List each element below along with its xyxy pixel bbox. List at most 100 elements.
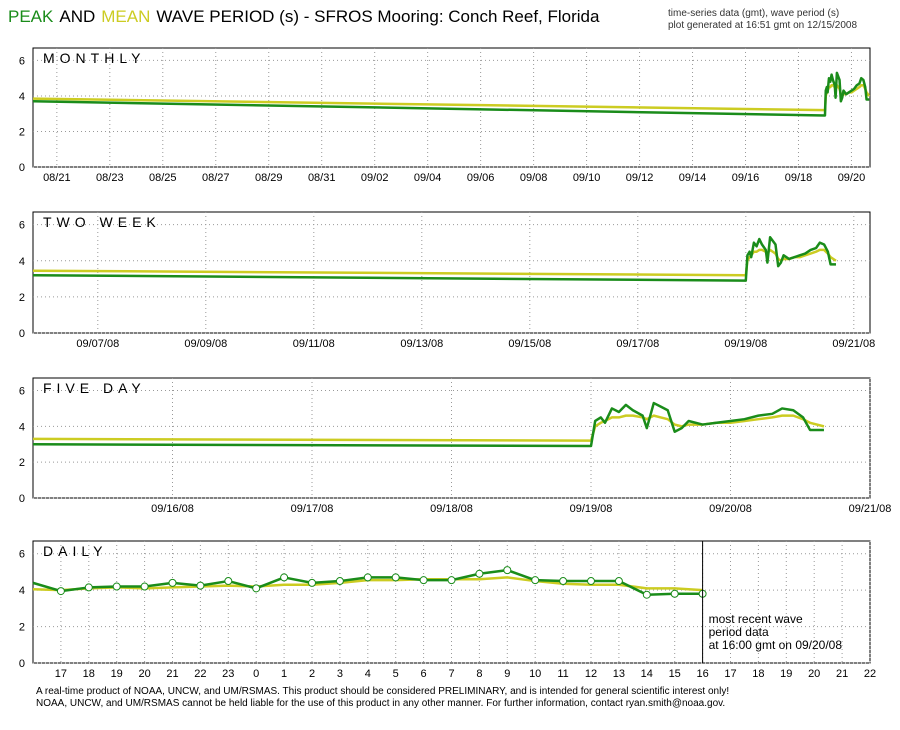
x-tick-label: 09/11/08 — [293, 338, 335, 350]
data-point — [614, 577, 623, 586]
page-title: PEAK AND MEAN WAVE PERIOD (s) - SFROS Moori… — [8, 7, 600, 26]
title-part: MEAN — [101, 7, 150, 26]
x-tick-label: 11 — [557, 668, 568, 680]
x-tick-label: 21 — [166, 668, 178, 680]
x-tick-label: 23 — [222, 668, 234, 680]
data-point — [363, 573, 372, 582]
y-tick-label: 4 — [19, 421, 25, 433]
x-tick-label: 20 — [138, 668, 150, 680]
data-point — [587, 577, 595, 586]
x-tick-label: 18 — [83, 668, 95, 680]
x-tick-label: 22 — [194, 668, 206, 680]
x-tick-label: 12 — [585, 668, 597, 680]
y-tick-label: 0 — [19, 658, 25, 670]
x-tick-label: 5 — [393, 668, 399, 680]
x-tick-label: 19 — [780, 668, 792, 680]
x-tick-label: 0 — [253, 668, 259, 680]
x-tick-label: 09/20/08 — [709, 503, 752, 515]
x-tick-label: 21 — [836, 668, 848, 680]
data-point — [475, 569, 484, 578]
x-tick-label: 13 — [613, 668, 625, 680]
data-point — [84, 583, 93, 592]
data-point — [642, 590, 651, 599]
footer-line: A real-time product of NOAA, UNCW, and U… — [36, 686, 729, 697]
y-tick-label: 0 — [19, 328, 25, 340]
data-point — [140, 582, 149, 591]
x-tick-label: 09/19/08 — [724, 338, 767, 350]
data-point — [112, 582, 121, 591]
x-tick-label: 19 — [111, 668, 123, 680]
data-point — [503, 566, 512, 575]
data-point — [252, 584, 261, 593]
data-line — [32, 248, 837, 277]
y-tick-label: 2 — [19, 457, 25, 469]
plot-frame — [32, 47, 871, 168]
data-point — [419, 576, 428, 585]
data-point — [56, 587, 65, 596]
panel-title: TWO WEEK — [43, 214, 161, 230]
x-tick-label: 16 — [696, 668, 708, 680]
data-point — [168, 578, 177, 587]
x-tick-label: 09/13/08 — [400, 338, 443, 350]
annotation-text: at 16:00 gmt on 09/20/08 — [709, 638, 843, 652]
x-tick-label: 22 — [864, 668, 876, 680]
x-tick-label: 14 — [641, 668, 653, 680]
y-tick-label: 2 — [19, 126, 25, 138]
x-tick-label: 6 — [421, 668, 427, 680]
data-point — [224, 577, 233, 586]
x-tick-label: 08/29 — [255, 172, 283, 184]
x-tick-label: 09/16/08 — [151, 503, 194, 515]
x-tick-label: 10 — [529, 668, 541, 680]
x-tick-label: 18 — [752, 668, 764, 680]
x-tick-label: 09/21/08 — [832, 338, 875, 350]
annotation-text: period data — [709, 625, 769, 639]
x-tick-label: 09/12 — [626, 172, 654, 184]
panel-title: MONTHLY — [43, 50, 145, 66]
y-tick-label: 6 — [19, 386, 25, 398]
x-tick-label: 09/16 — [732, 172, 760, 184]
panel-title: DAILY — [43, 543, 107, 559]
data-line — [32, 401, 824, 448]
y-tick-label: 2 — [19, 622, 25, 634]
x-tick-label: 17 — [724, 668, 736, 680]
x-tick-label: 09/17/08 — [291, 503, 334, 515]
x-tick-label: 3 — [337, 668, 343, 680]
data-point — [391, 573, 400, 582]
x-tick-label: 9 — [504, 668, 510, 680]
y-tick-label: 0 — [19, 493, 25, 505]
x-tick-label: 1 — [281, 668, 287, 680]
x-tick-label: 15 — [669, 668, 681, 680]
title-part: AND — [59, 7, 95, 26]
plot-frame — [32, 211, 871, 334]
x-tick-label: 09/18 — [785, 172, 813, 184]
x-tick-label: 09/21/08 — [849, 503, 892, 515]
title-part: WAVE PERIOD (s) - SFROS Mooring: Conch R… — [156, 7, 600, 26]
header-note: plot generated at 16:51 gmt on 12/15/200… — [668, 20, 857, 31]
y-tick-label: 6 — [19, 220, 25, 232]
x-tick-label: 09/09/08 — [184, 338, 227, 350]
x-tick-label: 8 — [476, 668, 482, 680]
x-tick-label: 09/06 — [467, 172, 495, 184]
data-line — [32, 71, 870, 117]
x-tick-label: 20 — [808, 668, 820, 680]
x-tick-label: 08/23 — [96, 172, 124, 184]
x-tick-label: 09/02 — [361, 172, 389, 184]
x-tick-label: 09/14 — [679, 172, 707, 184]
x-tick-label: 08/27 — [202, 172, 230, 184]
y-tick-label: 4 — [19, 585, 25, 597]
data-line — [32, 236, 836, 282]
data-point — [335, 577, 344, 586]
data-point — [196, 581, 205, 590]
x-tick-label: 09/18/08 — [430, 503, 473, 515]
annotation-text: most recent wave — [709, 612, 803, 626]
data-point — [308, 578, 316, 587]
header-note: time-series data (gmt), wave period (s) — [668, 8, 839, 19]
data-point — [670, 589, 679, 598]
y-tick-label: 4 — [19, 91, 25, 103]
data-point — [531, 576, 540, 585]
data-line — [32, 414, 825, 442]
x-tick-label: 4 — [365, 668, 371, 680]
x-tick-label: 7 — [448, 668, 454, 680]
x-tick-label: 2 — [309, 668, 315, 680]
